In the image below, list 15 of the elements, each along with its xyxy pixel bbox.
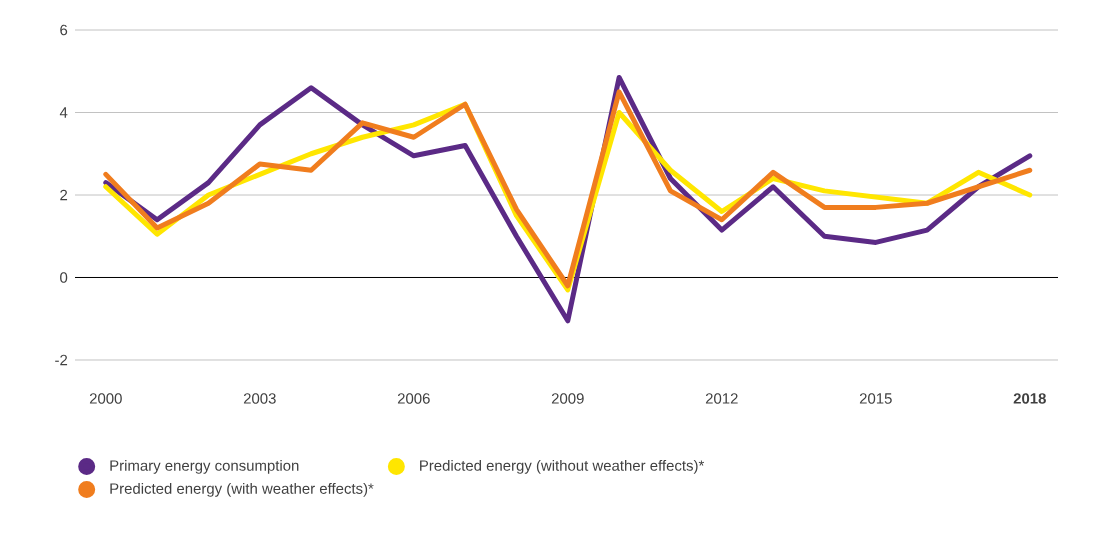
- y-tick-label: 4: [59, 107, 68, 118]
- x-tick-label: 2000: [89, 393, 122, 404]
- x-tick-label: 2012: [705, 393, 738, 404]
- x-tick-label: 2018: [1013, 393, 1046, 404]
- x-tick-label: 2006: [397, 393, 430, 404]
- legend-label: Primary energy consumption: [110, 459, 299, 474]
- x-tick-label: 2003: [243, 393, 276, 404]
- x-tick-label: 2015: [859, 393, 892, 404]
- y-tick-label: 2: [60, 189, 68, 201]
- legend-label: Predicted energy (without weather effects)*: [420, 459, 705, 474]
- y-tick-label: -2: [55, 354, 68, 366]
- legend-label: Predicted energy (with weather effects)*: [110, 482, 374, 497]
- y-tick-label: 6: [60, 24, 68, 36]
- y-tick-label: 0: [60, 272, 68, 283]
- x-tick-label: 2009: [551, 393, 584, 404]
